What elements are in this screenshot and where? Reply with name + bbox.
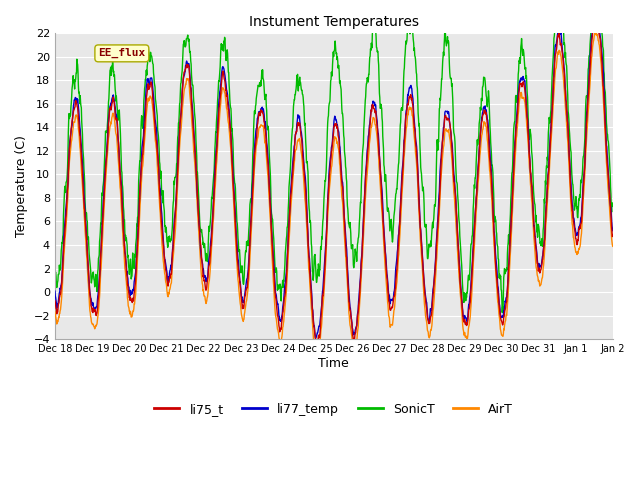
Title: Instument Temperatures: Instument Temperatures bbox=[249, 15, 419, 29]
Legend: li75_t, li77_temp, SonicT, AirT: li75_t, li77_temp, SonicT, AirT bbox=[149, 397, 518, 420]
X-axis label: Time: Time bbox=[319, 357, 349, 370]
Text: EE_flux: EE_flux bbox=[98, 48, 145, 59]
Y-axis label: Temperature (C): Temperature (C) bbox=[15, 135, 28, 237]
